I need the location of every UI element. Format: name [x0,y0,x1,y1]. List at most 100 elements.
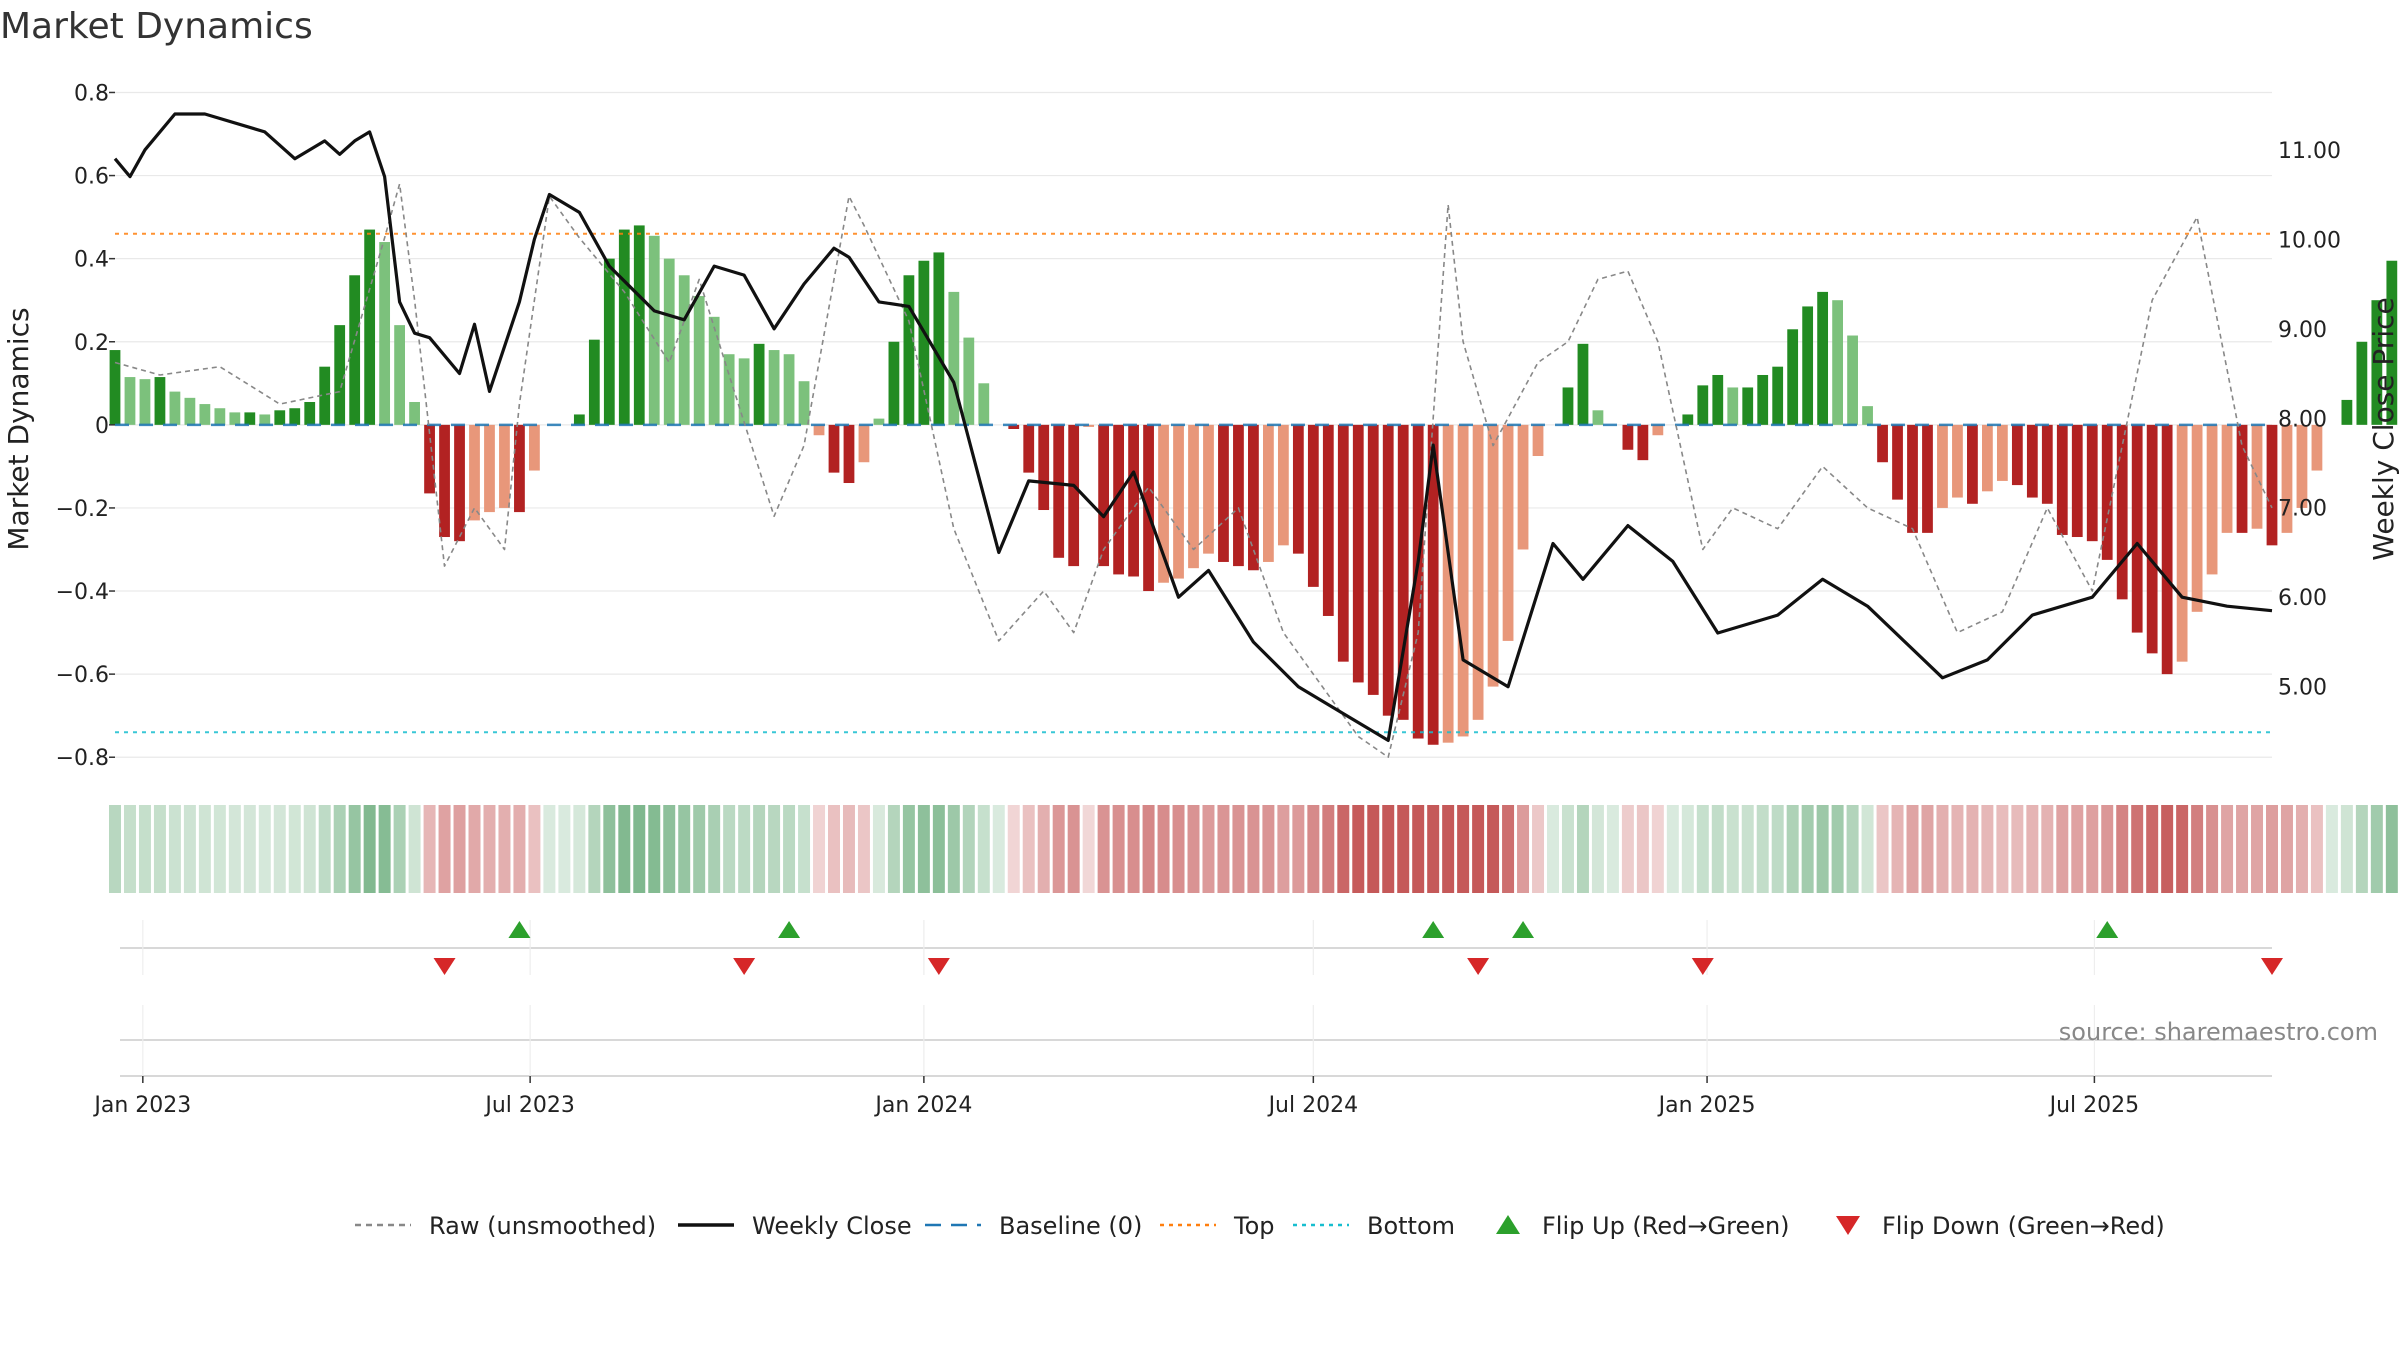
y-axis-left-label: Market Dynamics [2,307,35,550]
bar [858,424,870,463]
x-tick-label: Jul 2024 [1267,1093,1359,1118]
bar [1742,387,1754,425]
regime-cell [2131,805,2144,893]
regime-cell [977,805,990,893]
regime-cell [2385,805,2398,893]
regime-cell [1517,805,1530,893]
bar-series [109,225,2398,745]
bar [424,424,435,494]
bar [888,341,900,425]
y-left-tick-label: −0.4 [56,580,109,605]
y-left-tick-label: 0 [95,414,109,439]
regime-cell [1606,805,1619,893]
bar [2296,424,2308,508]
regime-cell [1696,805,1709,893]
regime-cell [1621,805,1634,893]
bar [229,412,241,425]
regime-cell [1561,805,1574,893]
bar [454,424,465,542]
bar [1412,424,1424,739]
bar [439,424,450,538]
bar [588,339,600,425]
regime-cell [872,805,885,893]
regime-cell [1232,805,1245,893]
bar [379,242,391,425]
bar [1442,424,1454,743]
bar [1712,374,1724,425]
bar [2236,424,2248,533]
y-left-tick-label: 0.2 [74,331,109,356]
bar [1517,424,1529,550]
y-right-tick-label: 8.00 [2278,407,2327,432]
bar [1263,424,1274,562]
regime-cell [333,805,346,893]
bar [1847,335,1858,425]
regime-cell [363,805,376,893]
flip-down-marker [1691,958,1714,975]
regime-cell [1966,805,1979,893]
bar [1277,424,1289,546]
regime-cell [1187,805,1200,893]
flip-markers-panel [120,920,2283,975]
regime-cell [2340,805,2353,893]
bar [244,412,256,425]
bar [2056,424,2068,535]
y-left-tick-label: 0.6 [74,165,109,190]
regime-cell [183,805,196,893]
regime-cell [1262,805,1275,893]
bar [364,229,376,425]
regime-cell [228,805,241,893]
regime-cell [2056,805,2069,893]
regime-cell [1082,805,1095,893]
regime-cell [1277,805,1290,893]
bar [1967,424,1978,504]
regime-cell [1532,805,1545,893]
regime-cell [1861,805,1874,893]
bar [1203,424,1214,554]
bar [1622,424,1634,450]
x-tick-label: Jan 2023 [92,1093,191,1118]
bar [2011,424,2023,486]
bar [1982,424,1993,492]
y-right-tick-label: 11.00 [2278,139,2341,164]
bar [1053,424,1065,558]
regime-cell [483,805,496,893]
regime-cell [828,805,840,893]
bar [1218,424,1229,562]
y-axis-right-label: Weekly Close Price [2367,297,2400,560]
bar [2356,341,2368,425]
bar [199,404,211,425]
regime-cell [243,805,256,893]
regime-cell [753,805,766,893]
regime-cell [723,805,736,893]
bar [1233,424,1244,567]
regime-cell [1397,805,1410,893]
regime-cell [408,805,421,893]
regime-cell [1636,805,1649,893]
regime-cell [917,805,930,893]
bar [618,229,630,425]
bar [1832,300,1843,425]
bar [783,354,795,425]
bar [529,424,540,471]
regime-cell [1157,805,1170,893]
bar [2026,424,2038,498]
bar [2086,424,2098,542]
bar [903,275,915,425]
bar [1697,385,1709,425]
regime-cell [123,805,136,893]
regime-cell [348,805,361,893]
regime-cell [109,805,121,893]
bar [1322,424,1334,616]
bar [2071,424,2083,538]
bar [334,325,346,425]
bar [1143,424,1154,592]
regime-cell [1127,805,1140,893]
line-series [113,112,2273,759]
bar [2101,424,2113,560]
bar [1008,424,1020,429]
y-left-tick-label: 0.4 [74,248,109,273]
bar [933,252,945,425]
